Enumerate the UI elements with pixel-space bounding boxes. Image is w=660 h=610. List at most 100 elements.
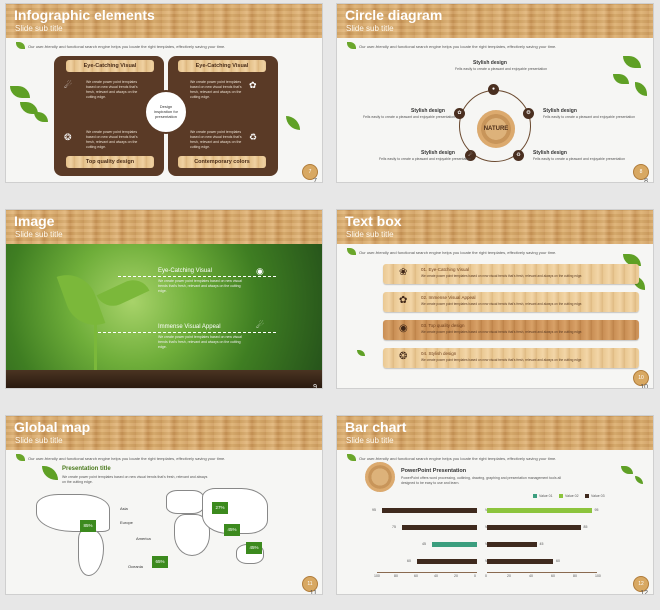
slide-subtitle: Slide sub title	[346, 436, 394, 445]
map-badge: 45%	[246, 542, 262, 554]
data-label: 95	[372, 508, 376, 512]
leaf-icon	[16, 42, 25, 49]
bar-left	[432, 542, 477, 547]
item-desc: We create power point templates based on…	[421, 302, 583, 306]
bar-right	[487, 559, 553, 564]
item-title: 03. Top quality design	[421, 323, 465, 328]
leaf-decoration	[623, 56, 641, 68]
page-number: 9	[313, 384, 317, 388]
wood-header	[337, 4, 653, 38]
tick-label: 100	[595, 574, 601, 578]
ladybug-icon: ❂	[64, 132, 72, 142]
leaf-decoration	[621, 466, 633, 474]
bar-left	[382, 508, 477, 513]
block-desc: We create power point templates based on…	[158, 279, 242, 293]
plant-icon: ✿	[399, 295, 408, 306]
bar-right	[487, 508, 592, 513]
leaf-icon: ✿	[249, 80, 257, 90]
body-text: We create power point templates based on…	[190, 130, 242, 149]
block-title: Immense Visual Appeal	[158, 324, 221, 330]
map-badge: 65%	[152, 556, 168, 568]
chart-heading: PowerPoint Presentation	[401, 468, 467, 474]
item-desc: Fells easily to create a pleasant and en…	[363, 115, 456, 119]
axis-line	[377, 572, 477, 573]
recycle-icon: ♻	[249, 132, 258, 142]
wood-stamp: 10	[633, 370, 649, 386]
slide-8[interactable]: Circle diagram Slide sub title Our user-…	[337, 4, 653, 182]
map-north-america	[36, 494, 110, 532]
leaf-icon	[347, 248, 356, 255]
chart-heading-desc: PowerPoint offers word processing, outli…	[401, 476, 562, 485]
body-text: We create power point templates based on…	[86, 80, 138, 99]
slide-subtitle: Slide sub title	[15, 24, 63, 33]
item-title: Stylish design	[543, 108, 577, 114]
data-label: 60	[556, 559, 560, 563]
map-badge: 85%	[80, 520, 96, 532]
legend-swatch	[559, 494, 563, 498]
tick-label: 60	[551, 574, 555, 578]
legend-swatch	[533, 494, 537, 498]
leaf-icon	[347, 42, 356, 49]
slide-9[interactable]: Image Slide sub title Eye-Catching Visua…	[6, 210, 322, 388]
wood-stamp: 11	[302, 576, 318, 592]
leaf-decoration	[635, 82, 647, 96]
body-text: We create power point templates based on…	[190, 80, 242, 99]
slide-description: Our user-friendly and functional search …	[359, 44, 557, 49]
slide-12[interactable]: Bar chart Slide sub title Our user-frien…	[337, 416, 653, 594]
tick-label: 20	[454, 574, 458, 578]
slide-title: Text box	[345, 213, 402, 229]
slide-description: Our user-friendly and functional search …	[28, 456, 226, 461]
text-box-1: ❀ 01. Eye-Catching Visual We create powe…	[383, 264, 639, 284]
slide-subtitle: Slide sub title	[15, 230, 63, 239]
leaf-decoration	[623, 254, 641, 266]
item-title: 02. Immense Visual Appeal	[421, 295, 476, 300]
item-desc: Fells easily to create a pleasant and en…	[379, 157, 472, 161]
data-label: 45	[539, 542, 544, 546]
legend-label: Value 02	[565, 494, 579, 498]
slide-11[interactable]: Global map Slide sub title Our user-frie…	[6, 416, 322, 594]
slide-7[interactable]: Infographic elements Slide sub title Our…	[6, 4, 322, 182]
recycle-icon: ♻	[513, 150, 524, 161]
tick-label: 0	[485, 574, 487, 578]
bar-right	[487, 542, 537, 547]
slide-10[interactable]: Text box Slide sub title Our user-friend…	[337, 210, 653, 388]
slide-description: Our user-friendly and functional search …	[359, 250, 557, 255]
item-desc: Fells easily to create a pleasant and en…	[455, 67, 548, 71]
label-top-quality: Top quality design	[66, 156, 154, 168]
slide-title: Image	[14, 213, 55, 229]
tick-label: 80	[573, 574, 577, 578]
map-badge: 45%	[224, 524, 240, 536]
page-number: 12	[640, 590, 648, 594]
car-icon: ◉	[399, 323, 408, 334]
tick-label: 0	[474, 574, 476, 578]
leaf-decoration	[286, 116, 300, 130]
leaf-decoration	[10, 86, 30, 98]
tick-label: 60	[414, 574, 418, 578]
item-title: 01. Eye-Catching Visual	[421, 267, 469, 272]
image-block-1: Eye-Catching Visual We create power poin…	[118, 268, 276, 294]
region-label: Oceania	[128, 564, 143, 569]
slide-subtitle: Slide sub title	[346, 24, 394, 33]
divider	[98, 332, 276, 333]
item-desc: We create power point templates based on…	[421, 330, 583, 334]
item-desc: We create power point templates based on…	[421, 274, 583, 278]
page-number: 7	[313, 178, 317, 182]
map-africa	[174, 514, 210, 556]
data-label: 45	[422, 542, 426, 546]
leaf-icon: ✿	[454, 108, 465, 119]
label-eye-catching-1: Eye-Catching Visual	[66, 60, 154, 72]
data-label: 60	[407, 559, 411, 563]
legend-label: Value 03	[591, 494, 605, 498]
ladybug-icon: ❂	[399, 351, 408, 362]
wood-stamp: 8	[633, 164, 649, 180]
lightbulb-icon: ☄	[256, 320, 265, 330]
page-number: 11	[309, 590, 317, 594]
data-label: 85	[583, 525, 588, 529]
soil	[6, 370, 322, 388]
bar-right	[487, 525, 581, 530]
lightbulb-icon: ☄	[64, 80, 73, 90]
image-block-2: Immense Visual Appeal We create power po…	[98, 324, 276, 350]
sprout-leaf	[96, 274, 150, 312]
map-south-america	[78, 530, 104, 576]
map-badge: 27%	[212, 502, 228, 514]
